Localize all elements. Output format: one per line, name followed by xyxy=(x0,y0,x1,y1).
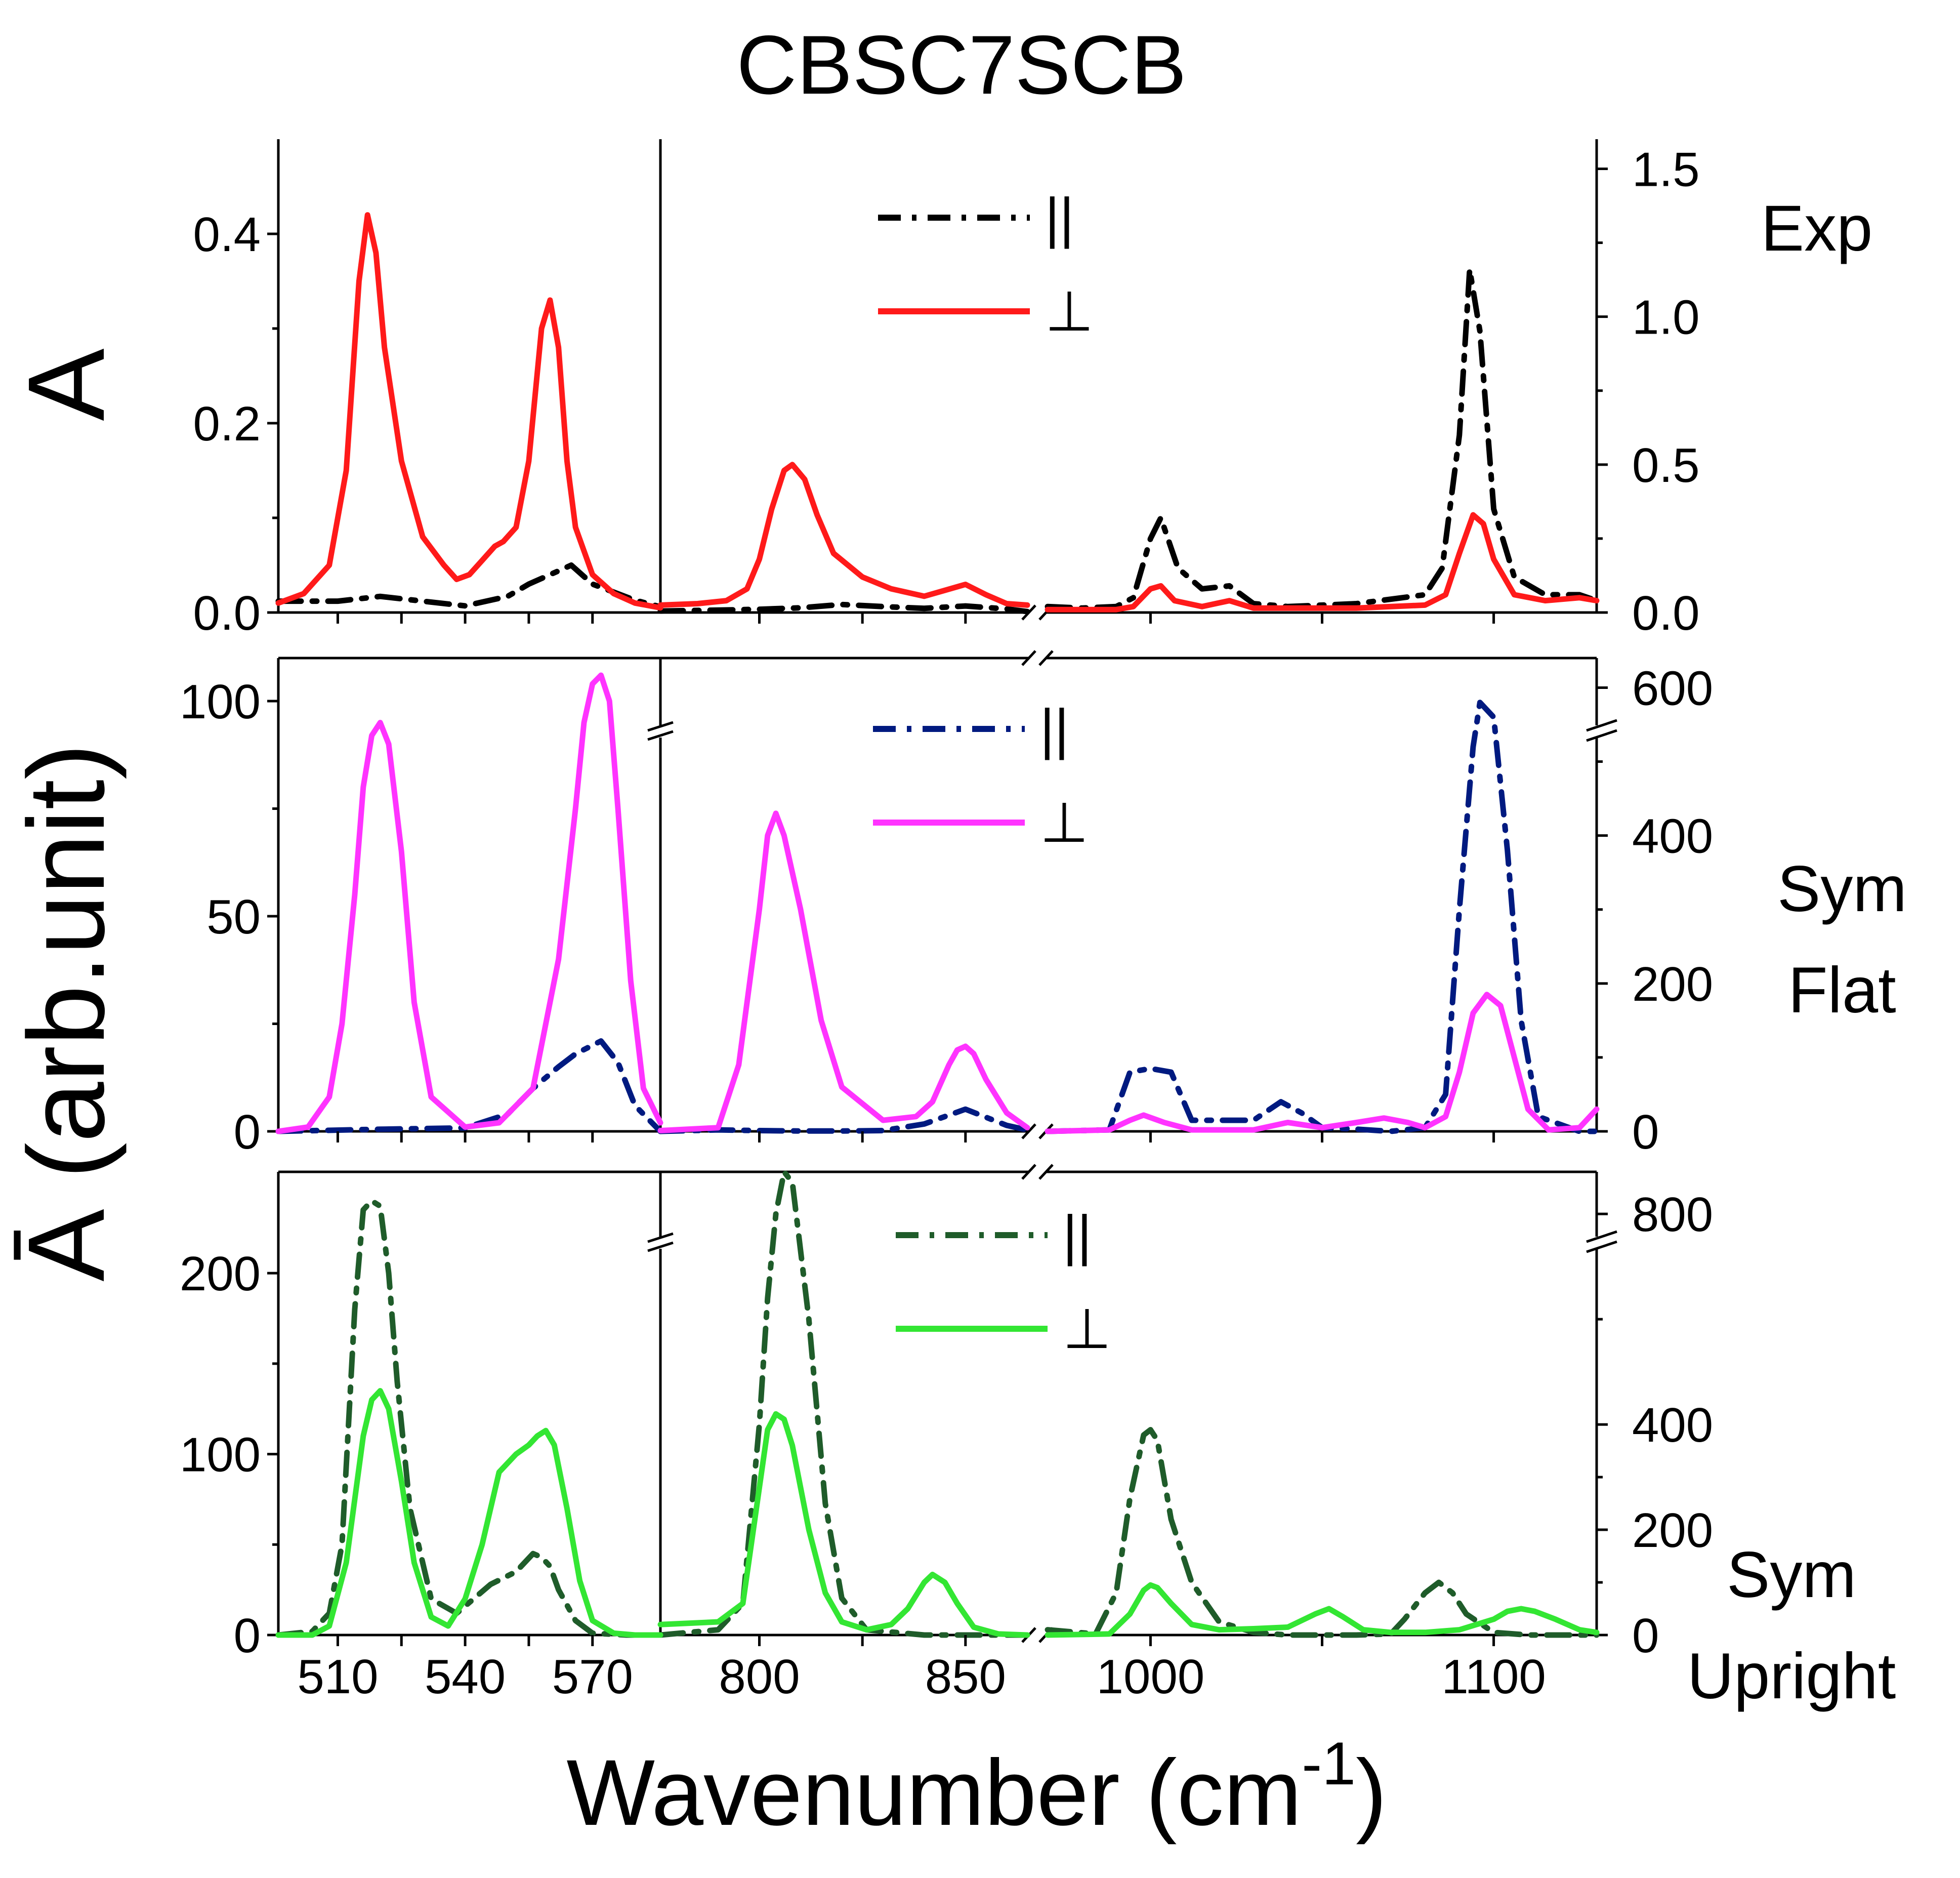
x-break-mark xyxy=(1021,650,1036,666)
legend-label: || xyxy=(1040,698,1069,760)
x-axis-label-main: Wavenumber (cm xyxy=(566,1741,1302,1845)
x-tick-label: 570 xyxy=(552,1650,633,1704)
panel-label: Sym xyxy=(1727,1539,1856,1611)
x-axis-label-superscript: -1 xyxy=(1302,1730,1356,1798)
x-axis-label-close: ) xyxy=(1356,1741,1387,1845)
series-perpendicular-line-left xyxy=(275,212,663,611)
x-break-gap xyxy=(1029,1165,1046,1179)
x-tick-label: 800 xyxy=(719,1650,800,1704)
panel-label: Flat xyxy=(1788,954,1896,1027)
right-tick-label: 200 xyxy=(1632,1503,1713,1558)
x-break-mark xyxy=(1021,1164,1036,1180)
right-tick-label: 0.0 xyxy=(1632,586,1699,640)
x-tick-label: 540 xyxy=(425,1650,506,1704)
panel-label: Upright xyxy=(1687,1640,1896,1712)
right-tick-label: 200 xyxy=(1632,957,1713,1011)
right-tick-label: 400 xyxy=(1632,1398,1713,1452)
left-tick-label: 100 xyxy=(180,675,261,729)
legend-label: || xyxy=(1045,187,1074,249)
series-perpendicular-line-right xyxy=(1045,992,1600,1134)
series-perpendicular-line-mid xyxy=(657,810,1030,1133)
left-tick-label: 0.4 xyxy=(193,208,261,262)
series-parallel-line-right xyxy=(1045,700,1600,1134)
x-tick-label: 850 xyxy=(925,1650,1006,1704)
right-tick-label: 0 xyxy=(1632,1609,1659,1663)
series-perpendicular-line-mid xyxy=(657,1411,1030,1638)
right-tick-label: 1.5 xyxy=(1632,142,1699,196)
y-break-mark xyxy=(647,730,674,741)
left-tick-label: 0 xyxy=(234,1105,261,1159)
left-tick-label: 50 xyxy=(206,890,261,944)
series-perpendicular-line-right xyxy=(1045,1582,1600,1638)
panel-3: 0 100 200 0 200 400 800 || ⊥ Sym Upright xyxy=(180,1164,1896,1712)
left-tick-label: 0.0 xyxy=(193,586,261,640)
left-tick-label: 0.2 xyxy=(193,397,261,451)
x-tick-label: 1000 xyxy=(1097,1650,1205,1704)
panel-label: Exp xyxy=(1761,192,1873,265)
y-break-mark xyxy=(647,1241,674,1252)
panel-2: 0 50 100 0 200 400 600 || ⊥ Sym Flat xyxy=(180,650,1907,1159)
x-tick-label: 510 xyxy=(297,1650,378,1704)
panels: 0.00.20.40.00.51.01.5||⊥Exp0501000200400… xyxy=(180,139,1907,1712)
panel-1: 0.0 0.2 0.4 0.0 0.5 1.0 1.5 || ⊥ Exp xyxy=(193,139,1873,640)
legend-label: ⊥ xyxy=(1063,1298,1111,1360)
left-tick-label: 200 xyxy=(180,1247,261,1301)
x-break-gap xyxy=(1029,1124,1046,1138)
x-tick-label: 1100 xyxy=(1441,1650,1546,1704)
x-break-mark xyxy=(1038,650,1054,666)
series-perpendicular-line-left xyxy=(275,672,663,1134)
series-parallel-line-mid xyxy=(657,1106,1030,1134)
left-tick-label: 100 xyxy=(180,1428,261,1482)
y-axis-label-abar: Ā (arb.unit) xyxy=(5,743,127,1281)
right-tick-label: 600 xyxy=(1632,661,1713,715)
right-tick-label: 800 xyxy=(1632,1188,1713,1242)
series-parallel-line-left xyxy=(275,1198,663,1638)
y-break-mark xyxy=(647,1232,674,1243)
y-break-mark xyxy=(1586,1240,1617,1253)
series-perpendicular-line-mid xyxy=(657,462,1030,608)
y-axis-label-a: A xyxy=(5,348,127,421)
x-break-mark xyxy=(1038,1164,1054,1180)
x-break-mark xyxy=(1021,1123,1036,1139)
right-tick-label: 0.5 xyxy=(1632,438,1699,493)
right-tick-label: 400 xyxy=(1632,809,1713,864)
legend-label: ⊥ xyxy=(1040,792,1089,854)
right-tick-label: 0 xyxy=(1632,1105,1659,1159)
x-break-gap xyxy=(1029,1628,1046,1642)
legend-label: || xyxy=(1063,1204,1092,1267)
series-parallel-line-mid xyxy=(657,1169,1030,1638)
series-perpendicular-line-left xyxy=(275,1388,663,1638)
left-tick-label: 0 xyxy=(234,1609,261,1663)
series-parallel-line-right xyxy=(1045,266,1600,611)
y-break-mark xyxy=(1586,719,1617,732)
series-parallel-line-left xyxy=(275,1038,663,1134)
legend-label: ⊥ xyxy=(1045,280,1094,343)
y-break-mark xyxy=(1586,729,1617,742)
y-break-mark xyxy=(647,721,674,732)
right-tick-label: 1.0 xyxy=(1632,291,1699,345)
series-parallel-line-left xyxy=(275,562,663,610)
y-break-mark xyxy=(1586,1230,1617,1243)
series-parallel-line-right xyxy=(1045,1427,1600,1638)
x-break-gap xyxy=(1029,605,1046,620)
panel-label: Sym xyxy=(1777,853,1907,925)
figure-title: CBSC7SCB xyxy=(736,18,1186,111)
series-parallel-line-mid xyxy=(657,601,1030,615)
x-axis: 510 540 570 800 850 1000 1100 xyxy=(297,613,1546,1704)
series-perpendicular-line-right xyxy=(1045,512,1600,613)
x-axis-label: Wavenumber (cm-1) xyxy=(566,1730,1387,1845)
x-break-gap xyxy=(1029,651,1046,665)
